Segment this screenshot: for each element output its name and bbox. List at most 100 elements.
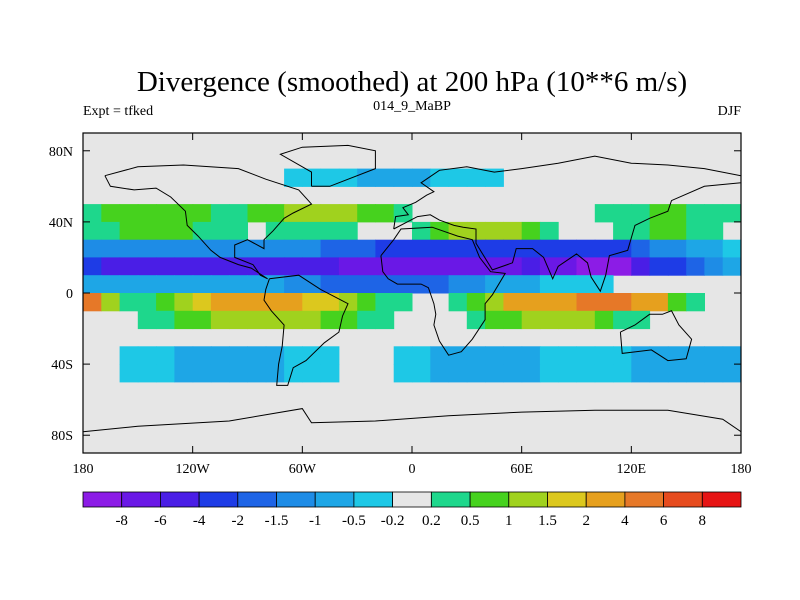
field-cell (594, 364, 614, 383)
field-cell (704, 346, 724, 365)
x-tick-label: 60W (289, 462, 317, 477)
field-cell (412, 364, 431, 383)
field-cell (539, 221, 559, 241)
field-cell (430, 275, 450, 294)
field-cell (649, 257, 669, 276)
field-cell (521, 275, 541, 294)
field-cell (521, 346, 541, 365)
field-cell (192, 239, 212, 258)
field-cell (101, 257, 121, 276)
field-cell (302, 257, 322, 276)
field-cell (485, 310, 504, 330)
field-cell (210, 257, 230, 276)
colorbar-label: 6 (660, 513, 668, 529)
field-cell (284, 346, 303, 365)
colorbar-label: 2 (582, 513, 590, 529)
field-cell (503, 293, 523, 312)
field-cell (229, 275, 248, 294)
field-cell (521, 293, 541, 312)
field-cell (412, 239, 431, 258)
field-cell (667, 346, 687, 365)
field-cell (631, 293, 651, 312)
field-cell (375, 168, 395, 187)
field-cell (338, 204, 358, 223)
field-cell (393, 257, 413, 276)
field-cell (302, 364, 322, 383)
field-cell (247, 364, 267, 383)
field-cell (210, 364, 230, 383)
field-cell (174, 310, 194, 330)
field-cell (338, 221, 358, 241)
field-cell (83, 239, 102, 258)
field-cell (119, 204, 139, 223)
field-cell (119, 293, 139, 312)
field-cell (192, 257, 212, 276)
field-cell (631, 257, 651, 276)
field-cell (412, 221, 431, 241)
field-cell (686, 204, 705, 223)
field-cell (302, 221, 322, 241)
field-cell (174, 346, 194, 365)
field-cell (594, 310, 614, 330)
field-cell (722, 257, 741, 276)
field-cell (83, 221, 102, 241)
field-cell (430, 221, 450, 241)
field-cell (265, 310, 285, 330)
field-cell (393, 204, 413, 223)
field-cell (320, 310, 340, 330)
x-tick-label: 120E (617, 462, 647, 477)
field-cell (156, 239, 175, 258)
field-cell (430, 168, 450, 187)
field-cell (101, 239, 121, 258)
field-cell (393, 168, 413, 187)
field-cell (558, 257, 577, 276)
field-cell (631, 204, 651, 223)
field-cell (357, 257, 376, 276)
field-cell (338, 310, 358, 330)
field-cell (594, 346, 614, 365)
field-cell (649, 204, 669, 223)
field-cell (539, 364, 559, 383)
field-cell (284, 275, 303, 294)
field-cell (576, 293, 596, 312)
field-cell (156, 364, 175, 383)
field-cell (302, 275, 322, 294)
colorbar-swatch (508, 491, 548, 508)
field-cell (558, 346, 577, 365)
field-cell (430, 346, 450, 365)
field-cell (137, 364, 157, 383)
field-cell (284, 239, 303, 258)
colorbar-swatch (198, 491, 239, 508)
field-cell (247, 257, 267, 276)
field-cell (119, 346, 139, 365)
x-axis: 180 120W 60W 0 60E 120E 180 (73, 133, 752, 477)
field-cell (247, 239, 267, 258)
field-cell (448, 239, 468, 258)
coastline-path (279, 144, 376, 187)
colorbar-label: 4 (621, 513, 629, 529)
field-cell (686, 364, 705, 383)
field-cell (412, 346, 431, 365)
field-cell (466, 364, 486, 383)
field-cell (137, 257, 157, 276)
field-cell (485, 364, 504, 383)
field-cell (229, 293, 248, 312)
field-cell (503, 239, 523, 258)
field-cell (284, 364, 303, 383)
colorbar-label: 8 (699, 513, 707, 529)
coastline-path (393, 155, 741, 293)
field-cell (576, 257, 596, 276)
field-cell (539, 257, 559, 276)
field-cell (119, 275, 139, 294)
field-cell (265, 239, 285, 258)
field-cell (631, 364, 651, 383)
field-cell (137, 221, 157, 241)
field-cell (192, 364, 212, 383)
field-cell (412, 168, 431, 187)
field-cell (119, 221, 139, 241)
divergence-field (83, 133, 741, 453)
field-cell (174, 293, 194, 312)
field-cell (338, 293, 358, 312)
colorbar-label: -8 (115, 513, 128, 529)
